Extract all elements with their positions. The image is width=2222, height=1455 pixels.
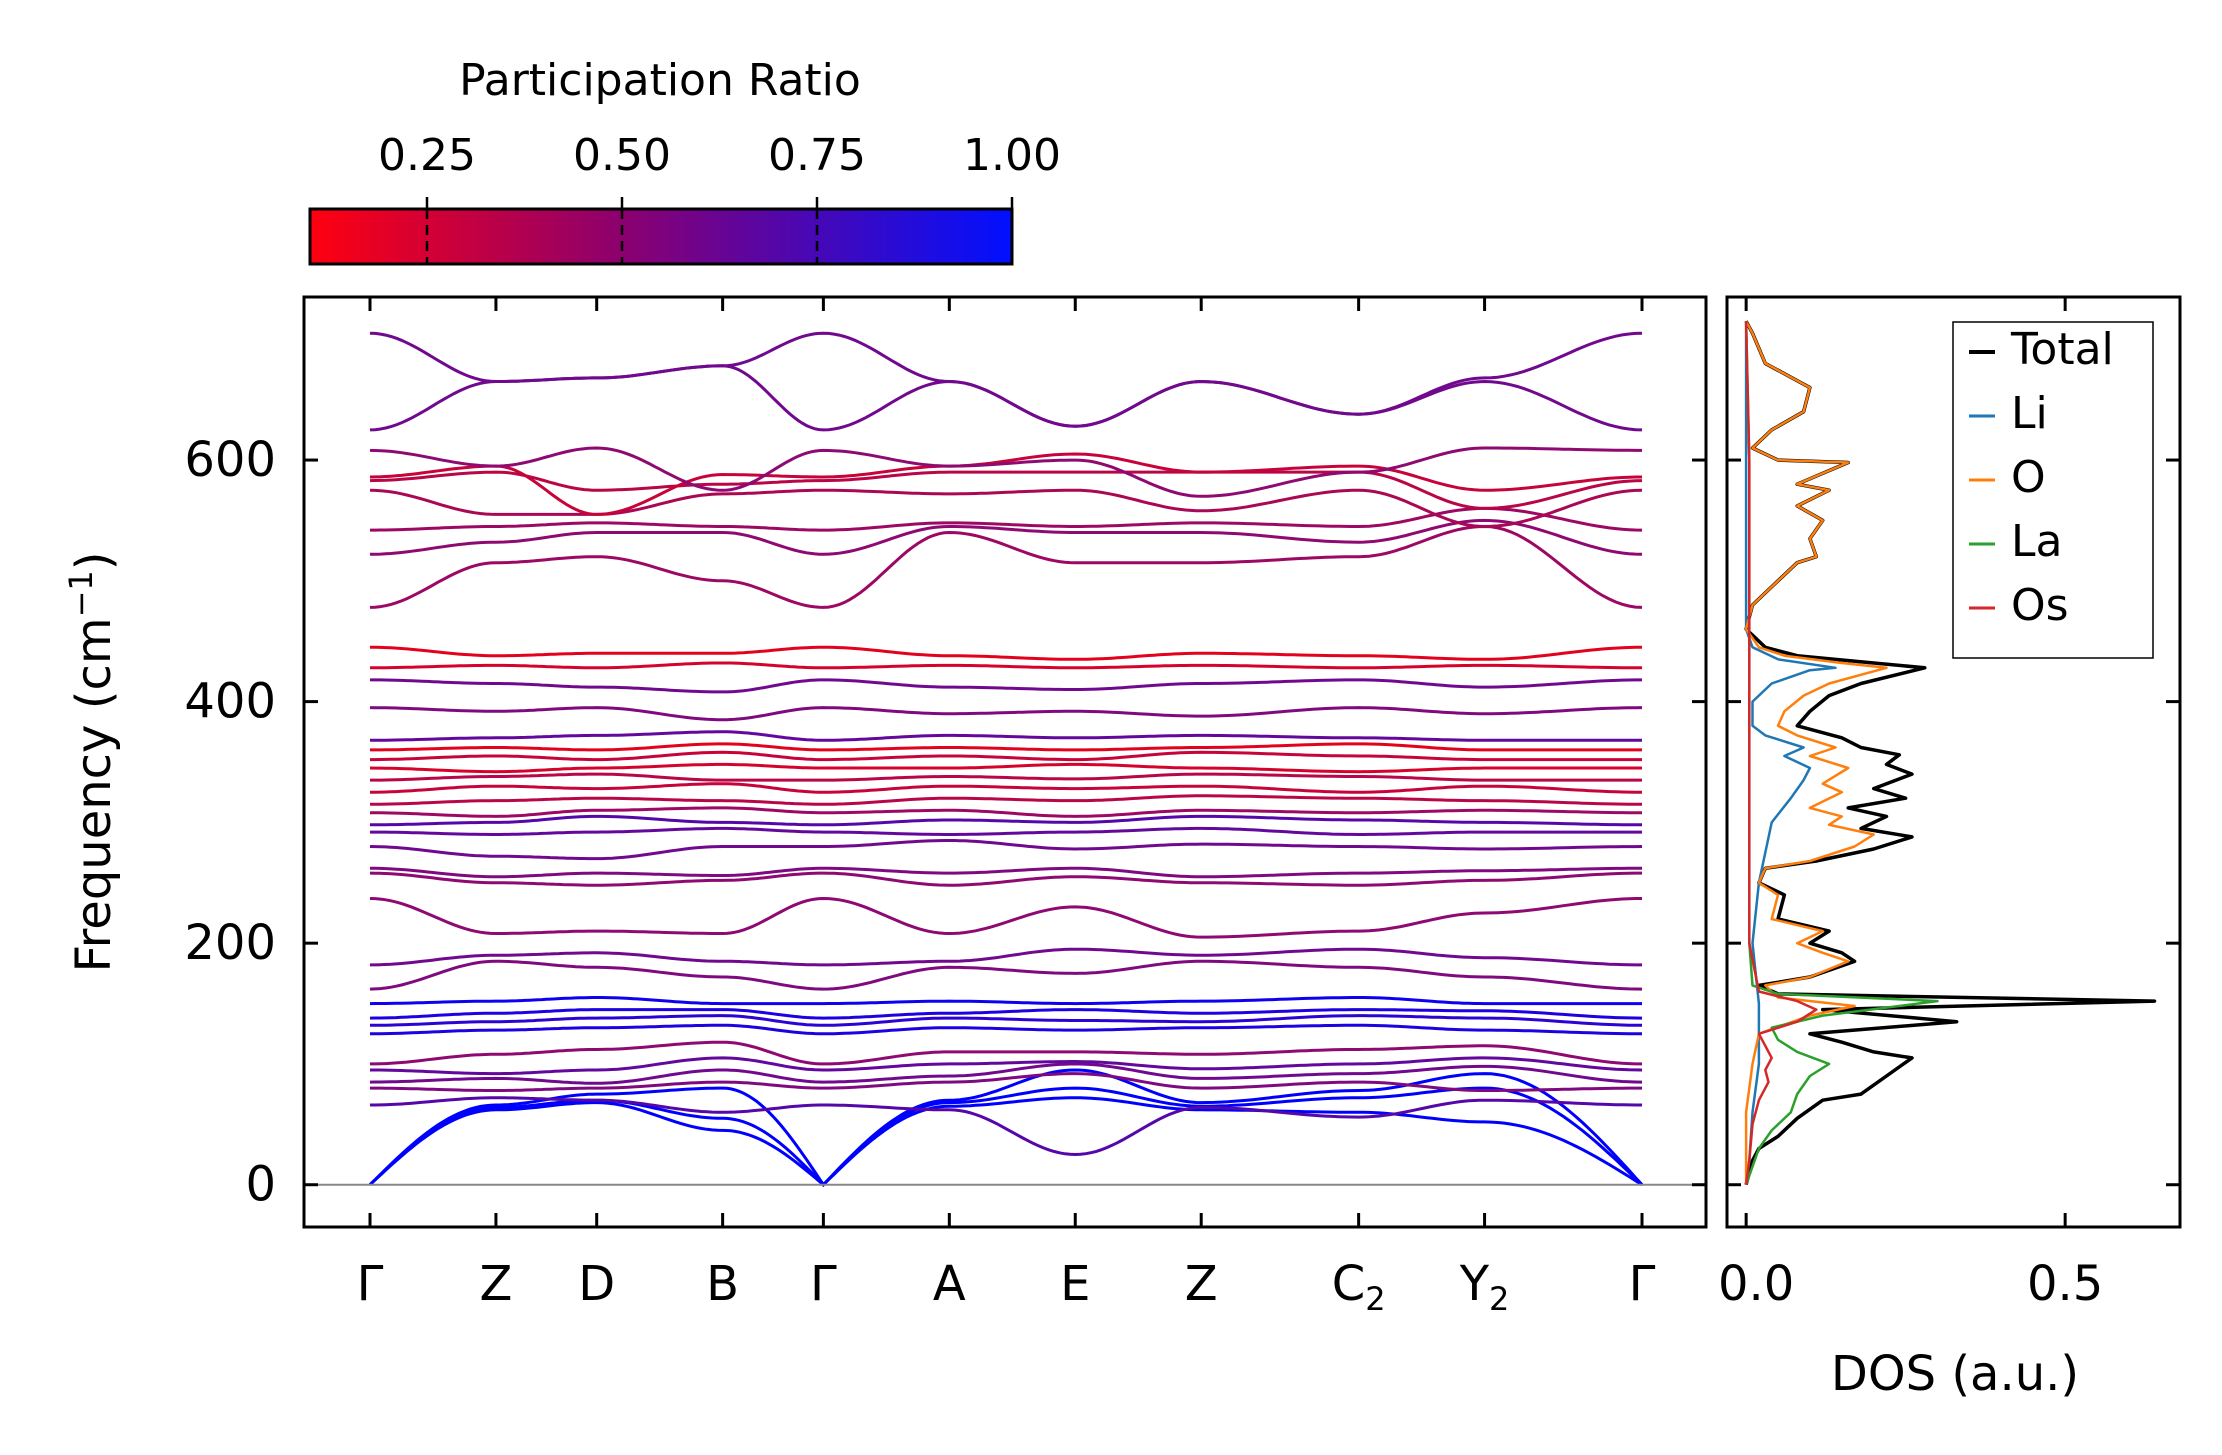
band-line xyxy=(370,1056,1643,1076)
dos-legend: Total Li O La Os xyxy=(1952,321,2154,659)
band-line xyxy=(369,996,1642,1006)
band-line xyxy=(370,645,1642,661)
colorbar-gradient xyxy=(308,207,1014,266)
dos-x-tick-label: 0.5 xyxy=(2027,1256,2103,1312)
band-line xyxy=(368,1068,1644,1188)
dos-axes-frame xyxy=(1725,295,2182,1229)
band-line xyxy=(369,518,1643,556)
dos-lines xyxy=(1744,320,2157,1186)
band-line xyxy=(369,446,1642,498)
band-line xyxy=(369,488,1643,529)
band-line xyxy=(369,470,1643,510)
dos-x-axis-label: DOS (a.u.) xyxy=(1831,1346,2079,1402)
legend-label: O xyxy=(2011,452,2046,503)
x-tick-label: Y2 xyxy=(1459,1256,1510,1318)
x-tick-label: Γ xyxy=(1629,1256,1656,1312)
colorbar: Participation Ratio 0.25 0.50 0.75 1.00 xyxy=(308,55,1061,266)
band-structure-panel: 0 200 400 600 Γ Z D B Γ A E Z C2 Y2 Γ Frequency (cm−1… xyxy=(62,295,1708,1318)
colorbar-ticks: 0.25 0.50 0.75 1.00 xyxy=(378,130,1061,264)
band-line xyxy=(369,524,1643,609)
band-line xyxy=(369,1023,1643,1036)
band-line xyxy=(369,364,1643,432)
band-line xyxy=(370,814,1642,827)
y-axis-label: Frequency (cm−1) xyxy=(62,551,122,972)
band-line xyxy=(370,826,1642,836)
x-tick-label: A xyxy=(933,1256,966,1312)
band-line xyxy=(369,762,1642,774)
x-tick-label: E xyxy=(1060,1256,1090,1312)
band-line xyxy=(370,947,1642,967)
legend-box xyxy=(1952,321,2154,659)
band-line xyxy=(370,794,1642,806)
band-axes-frame xyxy=(302,295,1708,1229)
x-tick-label: D xyxy=(578,1256,615,1312)
band-line xyxy=(369,871,1642,887)
y-tick-label: 400 xyxy=(184,674,276,730)
band-line xyxy=(370,742,1642,752)
band-line xyxy=(370,678,1642,694)
band-line xyxy=(370,1014,1642,1027)
legend-label: Li xyxy=(2011,388,2048,439)
colorbar-tick-label: 1.00 xyxy=(963,130,1061,181)
x-tick-label: Γ xyxy=(810,1256,837,1312)
band-line xyxy=(370,866,1642,879)
band-line xyxy=(369,839,1643,861)
band-line xyxy=(370,1040,1642,1066)
colorbar-tick-label: 0.75 xyxy=(768,130,866,181)
band-line xyxy=(368,1086,1644,1187)
x-tick-label: C2 xyxy=(1332,1256,1386,1318)
colorbar-title: Participation Ratio xyxy=(459,55,861,106)
dos-panel: 0.0 0.5 DOS (a.u.) Total Li O La Os xyxy=(1718,295,2182,1402)
band-line xyxy=(369,706,1643,722)
dos-line-la xyxy=(1744,321,1939,1186)
y-tick-label: 0 xyxy=(245,1157,276,1213)
x-tick-label: Z xyxy=(1185,1256,1218,1312)
band-y-ticks: 0 200 400 600 xyxy=(184,432,1706,1213)
band-lines xyxy=(368,331,1644,1188)
band-line xyxy=(370,782,1642,794)
legend-label: La xyxy=(2011,516,2062,567)
dos-x-tick-label: 0.0 xyxy=(1718,1256,1794,1312)
band-line xyxy=(370,750,1642,762)
dos-line-li xyxy=(1744,321,1837,1185)
band-line xyxy=(369,896,1642,939)
band-line xyxy=(369,1008,1643,1020)
band-line xyxy=(370,1096,1642,1157)
band-line xyxy=(370,772,1642,782)
colorbar-tick-label: 0.25 xyxy=(378,130,476,181)
band-line xyxy=(370,506,1643,532)
x-tick-label: Z xyxy=(479,1256,512,1312)
band-line xyxy=(368,1096,1643,1187)
x-tick-label: Γ xyxy=(357,1256,384,1312)
band-line xyxy=(370,1072,1642,1092)
legend-label: Total xyxy=(2010,324,2114,375)
x-tick-label: B xyxy=(706,1256,739,1312)
band-line xyxy=(370,661,1642,670)
y-tick-label: 200 xyxy=(184,915,276,971)
band-line xyxy=(370,806,1642,818)
colorbar-tick-label: 0.50 xyxy=(573,130,671,181)
band-line xyxy=(369,1062,1643,1085)
dos-line-o xyxy=(1744,320,1888,1185)
band-x-ticks: Γ Z D B Γ A E Z C2 Y2 Γ xyxy=(357,297,1656,1318)
dos-line-os xyxy=(1744,321,1818,1185)
band-line xyxy=(369,959,1643,991)
band-line xyxy=(369,730,1642,742)
dos-ticks: 0.0 0.5 xyxy=(1718,297,2180,1312)
band-line xyxy=(369,331,1643,428)
legend-label: Os xyxy=(2011,580,2069,631)
y-tick-label: 600 xyxy=(184,432,276,488)
